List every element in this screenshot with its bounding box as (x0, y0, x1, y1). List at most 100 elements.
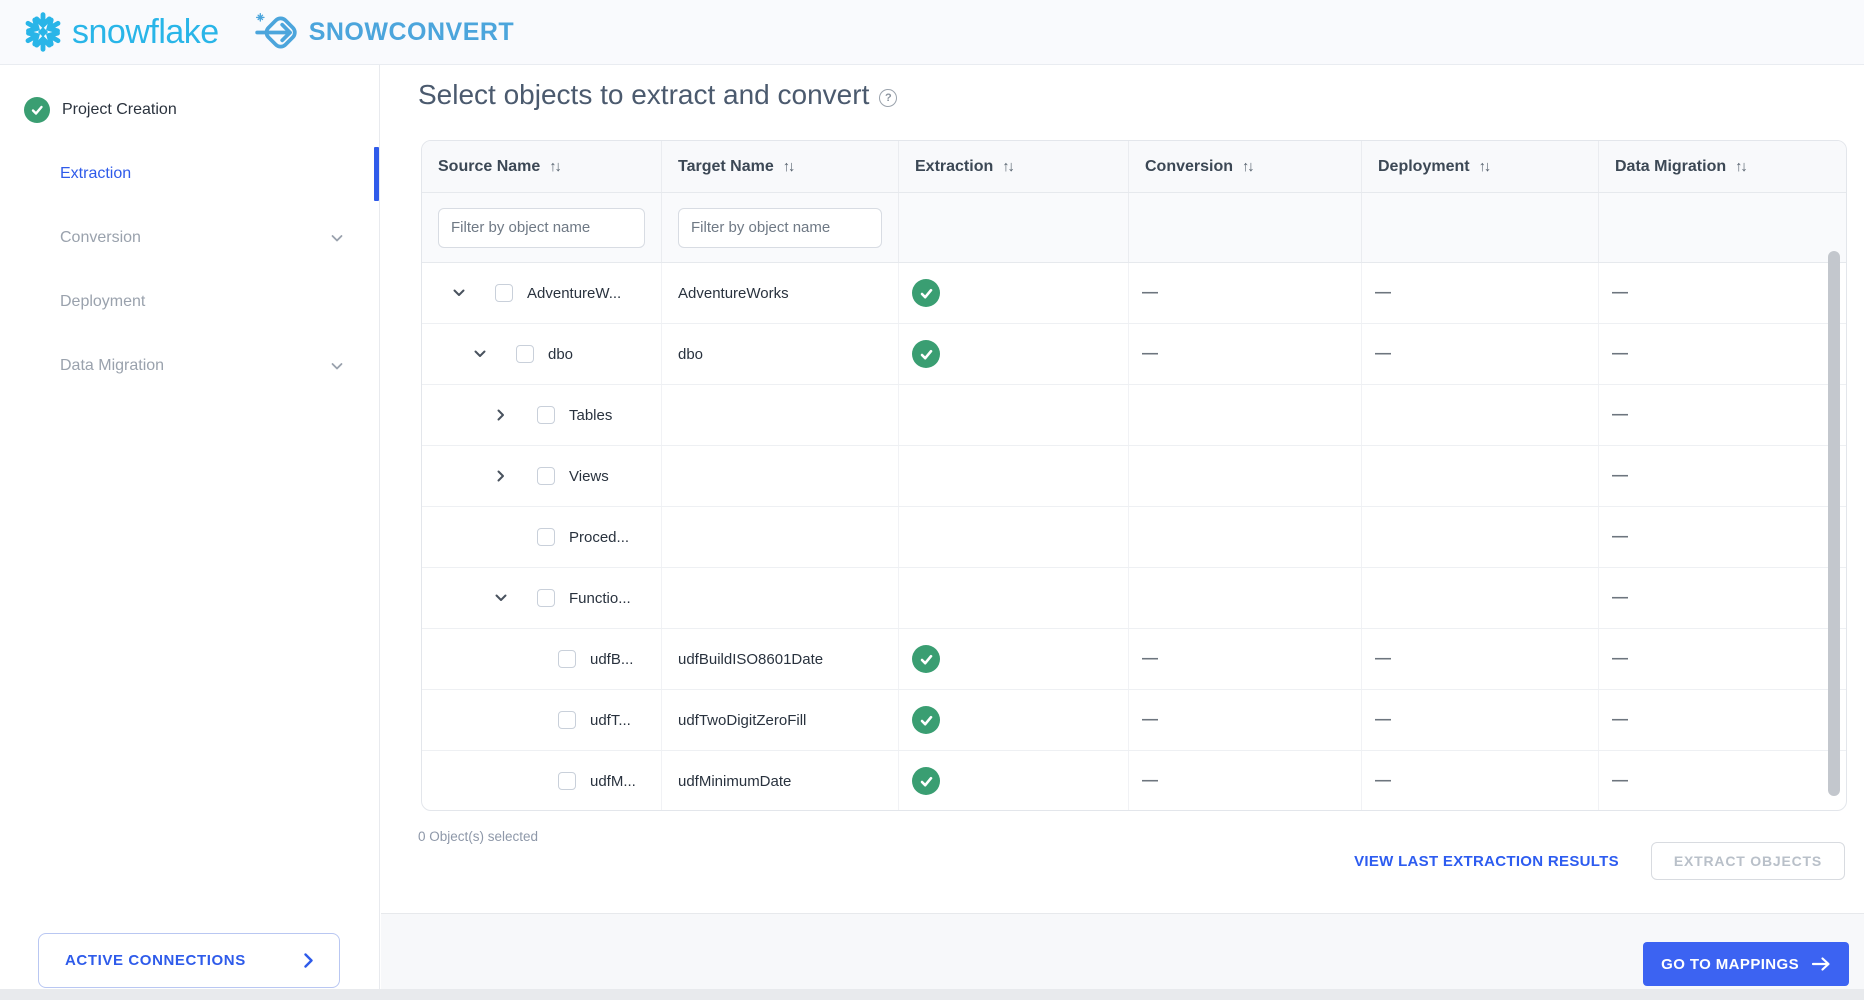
workflow-nav: Project Creation Extraction Conversion D… (0, 65, 379, 398)
row-checkbox[interactable] (537, 467, 555, 485)
source-cell: AdventureW... (422, 263, 662, 323)
row-checkbox[interactable] (558, 711, 576, 729)
deployment-status-cell (1362, 385, 1599, 445)
data-migration-status-cell: — (1599, 324, 1846, 384)
column-header-extraction[interactable]: Extraction ↑↓ (899, 141, 1129, 192)
success-check-icon (912, 340, 940, 368)
extraction-status-cell (899, 751, 1129, 810)
status-dash: — (1612, 589, 1628, 606)
source-cell: udfT... (422, 690, 662, 750)
sidebar: Project Creation Extraction Conversion D… (0, 65, 380, 1000)
column-header-source-name[interactable]: Source Name ↑↓ (422, 141, 662, 192)
data-migration-status-cell: — (1599, 690, 1846, 750)
tree-chevron-icon[interactable] (471, 346, 488, 363)
source-cell: Tables (422, 385, 662, 445)
source-cell: udfM... (422, 751, 662, 810)
row-checkbox[interactable] (558, 772, 576, 790)
conversion-status-cell (1129, 507, 1362, 567)
extraction-status-cell (899, 690, 1129, 750)
source-name-label: Functio... (569, 589, 631, 607)
target-name-label: AdventureWorks (662, 263, 899, 323)
data-migration-status-cell: — (1599, 568, 1846, 628)
target-name-label: udfBuildISO8601Date (662, 629, 899, 689)
go-to-mappings-button[interactable]: GO TO MAPPINGS (1643, 942, 1849, 986)
row-checkbox[interactable] (558, 650, 576, 668)
data-migration-status-cell: — (1599, 629, 1846, 689)
table-row: udfB... udfBuildISO8601Date — — — (422, 629, 1846, 690)
sidebar-item-data-migration[interactable]: Data Migration (0, 334, 379, 398)
selected-count-label: 0 Object(s) selected (418, 829, 539, 844)
footer-action-bar: GO TO MAPPINGS (381, 913, 1864, 1000)
source-cell: Functio... (422, 568, 662, 628)
deployment-status-cell: — (1362, 263, 1599, 323)
row-checkbox[interactable] (516, 345, 534, 363)
source-name-label: AdventureW... (527, 284, 622, 302)
table-row: AdventureW... AdventureWorks — — — (422, 263, 1846, 324)
status-dash: — (1612, 650, 1628, 667)
table-row: Views — (422, 446, 1846, 507)
success-check-icon (912, 767, 940, 795)
deployment-status-cell: — (1362, 629, 1599, 689)
conversion-status-cell: — (1129, 751, 1362, 810)
vertical-scrollbar-thumb[interactable] (1828, 251, 1840, 796)
conversion-status-cell (1129, 385, 1362, 445)
row-checkbox[interactable] (537, 528, 555, 546)
objects-table: Source Name ↑↓ Target Name ↑↓ Extraction… (421, 140, 1847, 811)
deployment-status-cell: — (1362, 324, 1599, 384)
row-checkbox[interactable] (495, 284, 513, 302)
target-name-label (662, 507, 899, 567)
source-name-filter-input[interactable] (438, 207, 645, 248)
target-name-label: udfMinimumDate (662, 751, 899, 810)
sidebar-item-conversion[interactable]: Conversion (0, 206, 379, 270)
source-name-label: udfB... (590, 650, 634, 668)
extraction-status-cell (899, 629, 1129, 689)
extract-objects-button[interactable]: EXTRACT OBJECTS (1650, 842, 1845, 880)
conversion-status-cell: — (1129, 263, 1362, 323)
sidebar-item-deployment[interactable]: Deployment (0, 270, 379, 334)
tree-chevron-icon[interactable] (450, 285, 467, 302)
row-checkbox[interactable] (537, 589, 555, 607)
column-header-data-migration[interactable]: Data Migration ↑↓ (1615, 157, 1748, 175)
view-last-extraction-results-button[interactable]: VIEW LAST EXTRACTION RESULTS (1348, 852, 1625, 871)
snowflake-icon (22, 11, 64, 53)
sidebar-item-extraction[interactable]: Extraction (0, 142, 379, 206)
tree-chevron-icon[interactable] (492, 407, 509, 424)
status-dash: — (1612, 772, 1628, 789)
conversion-status-cell: — (1129, 324, 1362, 384)
status-dash: — (1142, 345, 1158, 362)
help-icon[interactable]: ? (879, 88, 898, 107)
source-cell: udfB... (422, 629, 662, 689)
target-name-filter-input[interactable] (678, 207, 882, 248)
data-migration-status-cell: — (1599, 507, 1846, 567)
snowflake-wordmark: snowflake (72, 12, 219, 51)
chevron-right-icon (304, 953, 313, 968)
status-dash: — (1142, 772, 1158, 789)
success-check-icon (912, 645, 940, 673)
active-connections-label: ACTIVE CONNECTIONS (65, 952, 246, 969)
source-cell: Views (422, 446, 662, 506)
snowconvert-wordmark: SNOWCONVERT (308, 17, 515, 46)
conversion-status-cell (1129, 568, 1362, 628)
tree-chevron-icon[interactable] (492, 468, 509, 485)
column-header-conversion[interactable]: Conversion ↑↓ (1129, 141, 1362, 192)
sidebar-item-label: Data Migration (60, 357, 165, 374)
column-header-deployment[interactable]: Deployment ↑↓ (1362, 141, 1599, 192)
tree-chevron-icon[interactable] (492, 590, 509, 607)
success-check-icon (912, 279, 940, 307)
source-name-label: Views (569, 467, 609, 485)
source-name-label: dbo (548, 345, 574, 363)
source-name-label: Proced... (569, 528, 630, 546)
sidebar-item-project-creation[interactable]: Project Creation (0, 78, 379, 142)
target-name-label (662, 568, 899, 628)
status-dash: — (1612, 711, 1628, 728)
extraction-status-cell (899, 446, 1129, 506)
row-checkbox[interactable] (537, 406, 555, 424)
chevron-down-icon (329, 230, 345, 246)
active-step-indicator (374, 147, 379, 201)
data-migration-status-cell: — (1599, 385, 1846, 445)
column-header-target-name[interactable]: Target Name ↑↓ (662, 141, 899, 192)
deployment-status-cell (1362, 568, 1599, 628)
sort-icon: ↑↓ (1735, 158, 1747, 175)
status-dash: — (1142, 650, 1158, 667)
active-connections-button[interactable]: ACTIVE CONNECTIONS (38, 933, 340, 988)
